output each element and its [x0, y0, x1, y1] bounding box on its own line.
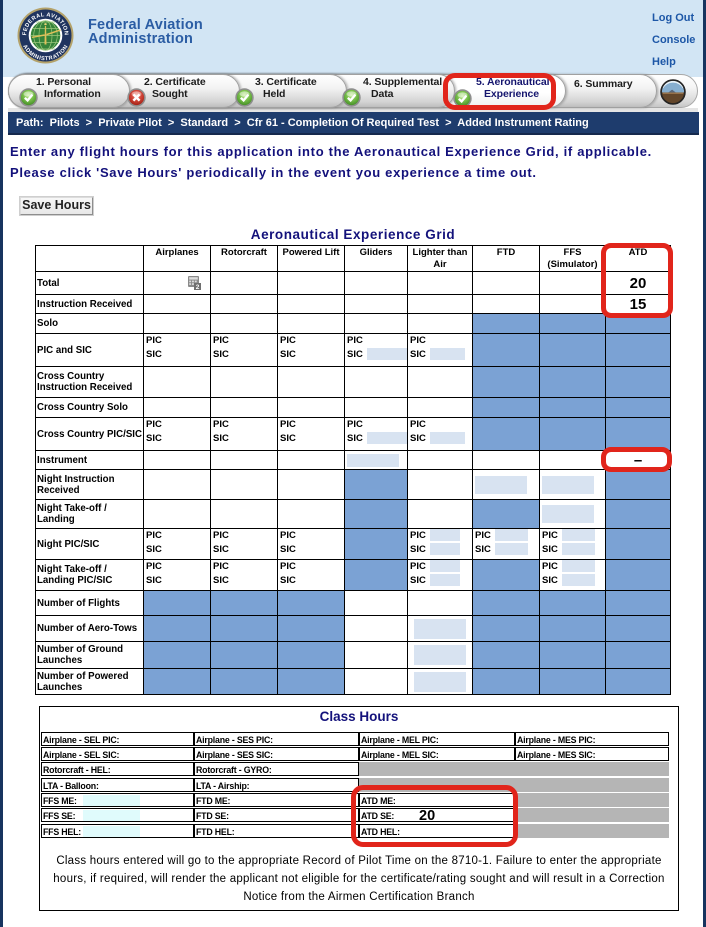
svg-text:2: 2 — [196, 284, 200, 290]
